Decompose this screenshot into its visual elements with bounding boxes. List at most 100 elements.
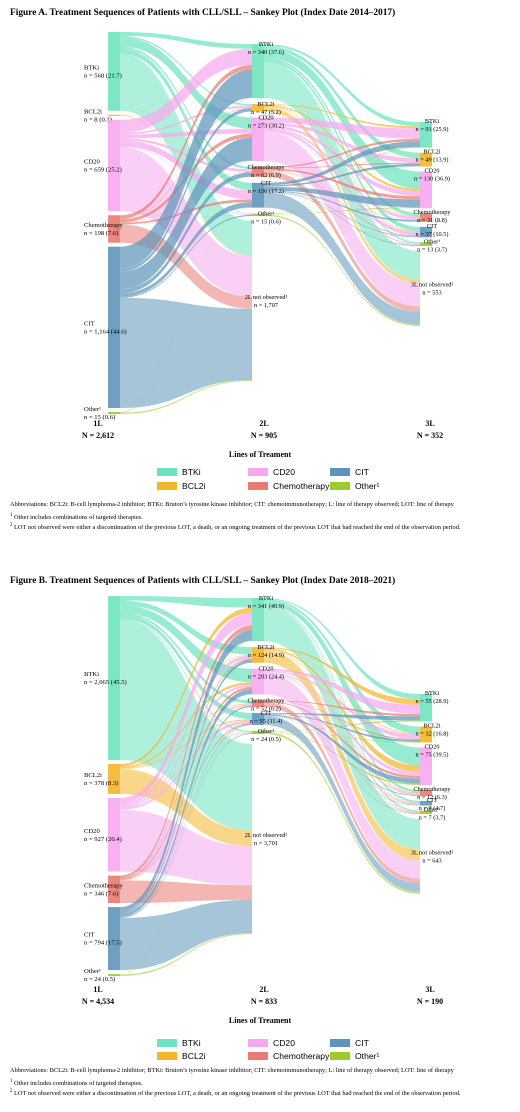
- figure-a-title: Figure A. Treatment Sequences of Patient…: [10, 8, 396, 18]
- flow-2l-cd20-to-3l-bcl2i: [264, 122, 420, 163]
- flow-1l-other-to-2l-bcl2i: [120, 662, 252, 975]
- flow-1l-bcl2i-to-2l-cit: [120, 719, 252, 769]
- column-3l-total: N = 352: [417, 431, 443, 440]
- flow-2l-cd20-to-3l-btki: [264, 117, 420, 139]
- flow-1l-other-to-2l-btki: [120, 97, 252, 413]
- label-2l-btki-count: n = 341 (40.9): [248, 603, 284, 610]
- legend-label-bcl2i: BCL2i: [182, 1051, 206, 1061]
- flow-1l-chemotherapy-to-2l-btki: [120, 625, 252, 878]
- node-2l-cit: [252, 712, 264, 725]
- label-1l-cit-name: CIT: [84, 932, 95, 939]
- flow-1l-chemotherapy-to-2l-cd20: [120, 686, 252, 880]
- label-2l-chemotherapy-name: Chemotherapy: [247, 697, 285, 704]
- flow-1l-other-to-2l-not-observed: [120, 932, 252, 976]
- cit-swatch: [330, 1039, 350, 1047]
- label-3l-other-name: Other¹: [424, 807, 440, 814]
- label-1l-bcl2i-count: n = 378 (8.3): [84, 780, 119, 787]
- flow-2l-other-to-3l-bcl2i: [264, 166, 420, 214]
- label-2l-chemotherapy-name: Chemotherapy: [247, 164, 285, 171]
- label-1l-cit-count: n = 794 (17.5): [84, 940, 122, 947]
- label-3l-btki-name: BTKi: [425, 690, 440, 697]
- footnote-1-mark: 1: [10, 1078, 13, 1084]
- flow-2l-bcl2i-to-3l-chemotherapy: [264, 649, 420, 794]
- node-3l-other: [420, 810, 432, 814]
- node-2l-bcl2i: [252, 104, 264, 112]
- flow-1l-cit-to-2l-not-observed: [120, 297, 252, 409]
- bcl2i-swatch: [157, 482, 177, 490]
- footnote-2-mark: 2: [10, 1088, 13, 1094]
- label-3l-bcl2i-count: n = 49 (13.9): [416, 157, 449, 164]
- label-3l-chemotherapy-count: n = 12 (6.3): [417, 794, 447, 801]
- flow-1l-cit-to-2l-chemotherapy: [120, 705, 252, 918]
- legend-label-other: Other¹: [355, 1051, 380, 1061]
- node-1l-cit: [108, 907, 120, 971]
- label-3l-cit-name: CIT: [427, 797, 437, 804]
- flow-2l-cit-to-3l-cd20: [264, 714, 420, 784]
- legend-label-btki: BTKi: [182, 467, 201, 477]
- label-1l-cd20-name: CD20: [84, 828, 100, 835]
- flow-2l-chemotherapy-to-3l-cit: [264, 701, 420, 806]
- flow-2l-cd20-to-3l-chemotherapy: [264, 672, 420, 796]
- node-2l-bcl2i: [252, 647, 264, 663]
- figure-a-legend-title: Lines of Treament: [228, 450, 292, 459]
- label-1l-bcl2i-name: BCL2i: [84, 772, 102, 779]
- cd20-swatch: [248, 468, 268, 476]
- legend-label-chemotherapy: Chemotherapy: [273, 481, 330, 491]
- flow-2l-cd20-to-3l-other: [264, 673, 420, 814]
- label-1l-other-count: n = 15 (0.6): [84, 414, 115, 421]
- flow-1l-chemotherapy-to-2l-chemotherapy: [120, 171, 252, 223]
- column-2l-total: N = 833: [251, 997, 277, 1006]
- flow-1l-bcl2i-to-2l-not-observed: [120, 115, 252, 257]
- flow-2l-cit-to-3l-btki: [264, 141, 420, 186]
- legend-label-cd20: CD20: [273, 1038, 295, 1048]
- flow-1l-cd20-to-2l-cit: [120, 720, 252, 810]
- flow-2l-cit-to-3l-cit: [264, 191, 420, 238]
- flow-1l-cit-to-2l-cd20: [120, 137, 252, 290]
- flow-1l-btki-to-2l-btki: [120, 32, 252, 49]
- label-2l-cit-name: CIT: [261, 180, 271, 187]
- legend-label-chemotherapy: Chemotherapy: [273, 1051, 330, 1061]
- label-2l-btki-count: n = 340 (37.6): [248, 49, 284, 56]
- label-3l-not-observed-name: 3L not observed²: [411, 282, 454, 289]
- flow-2l-cd20-to-3l-cit: [264, 129, 420, 236]
- label-1l-btki-count: n = 2,065 (45.5): [84, 679, 127, 686]
- label-3l-cd20-count: n = 130 (36.9): [414, 175, 450, 182]
- flow-1l-btki-to-2l-cd20: [120, 37, 252, 129]
- flow-2l-chemotherapy-to-3l-other: [264, 170, 420, 246]
- flow-2l-btki-to-3l-btki: [264, 44, 420, 127]
- column-1l-total: N = 2,612: [82, 431, 114, 440]
- node-2l-btki: [252, 598, 264, 642]
- flow-2l-btki-to-3l-bcl2i: [264, 46, 420, 159]
- flow-2l-chemotherapy-to-3l-btki: [264, 700, 420, 717]
- flow-2l-bcl2i-to-3l-other: [264, 650, 420, 813]
- flow-1l-btki-to-2l-chemotherapy: [120, 46, 252, 170]
- flow-2l-bcl2i-to-3l-bcl2i: [264, 104, 420, 159]
- flow-2l-cit-to-3l-cit: [264, 715, 420, 806]
- flow-1l-btki-to-2l-cit: [120, 614, 252, 720]
- flow-2l-cit-to-3l-chemotherapy: [264, 190, 420, 222]
- label-3l-other-count: n = 13 (3.7): [417, 246, 447, 253]
- label-3l-not-observed-count: n = 553: [422, 290, 441, 297]
- legend-item-bcl2i: BCL2i: [157, 1051, 205, 1061]
- flow-2l-other-to-3l-cd20: [264, 207, 420, 215]
- flow-2l-cit-to-3l-bcl2i: [264, 713, 420, 742]
- flow-2l-other-to-3l-not-observed: [264, 731, 420, 894]
- label-1l-cit-count: n = 1,164 (44.6): [84, 328, 127, 335]
- column-2l-label: 2L: [259, 419, 268, 428]
- flow-1l-other-to-2l-cd20: [120, 694, 252, 975]
- label-2l-btki-name: BTKi: [259, 41, 274, 48]
- figure-b-footnotes: Abbreviations: BCL2i: B-cell lymphoma-2 …: [10, 1066, 515, 1099]
- node-1l-cd20: [108, 797, 120, 872]
- flow-2l-chemotherapy-to-3l-cd20: [264, 168, 420, 200]
- node-1l-bcl2i: [108, 763, 120, 794]
- node-1l-chemotherapy: [108, 215, 120, 243]
- label-3l-chemotherapy-name: Chemotherapy: [413, 786, 451, 793]
- label-3l-chemotherapy-name: Chemotherapy: [413, 209, 451, 216]
- flow-2l-btki-to-3l-chemotherapy: [264, 57, 420, 217]
- label-2l-cit-name: CIT: [261, 710, 271, 717]
- flow-1l-cit-to-2l-bcl2i: [120, 659, 252, 914]
- flow-1l-cit-to-2l-btki: [120, 630, 252, 912]
- cd20-swatch: [248, 1039, 268, 1047]
- label-2l-bcl2i-count: n = 124 (14.9): [248, 652, 284, 659]
